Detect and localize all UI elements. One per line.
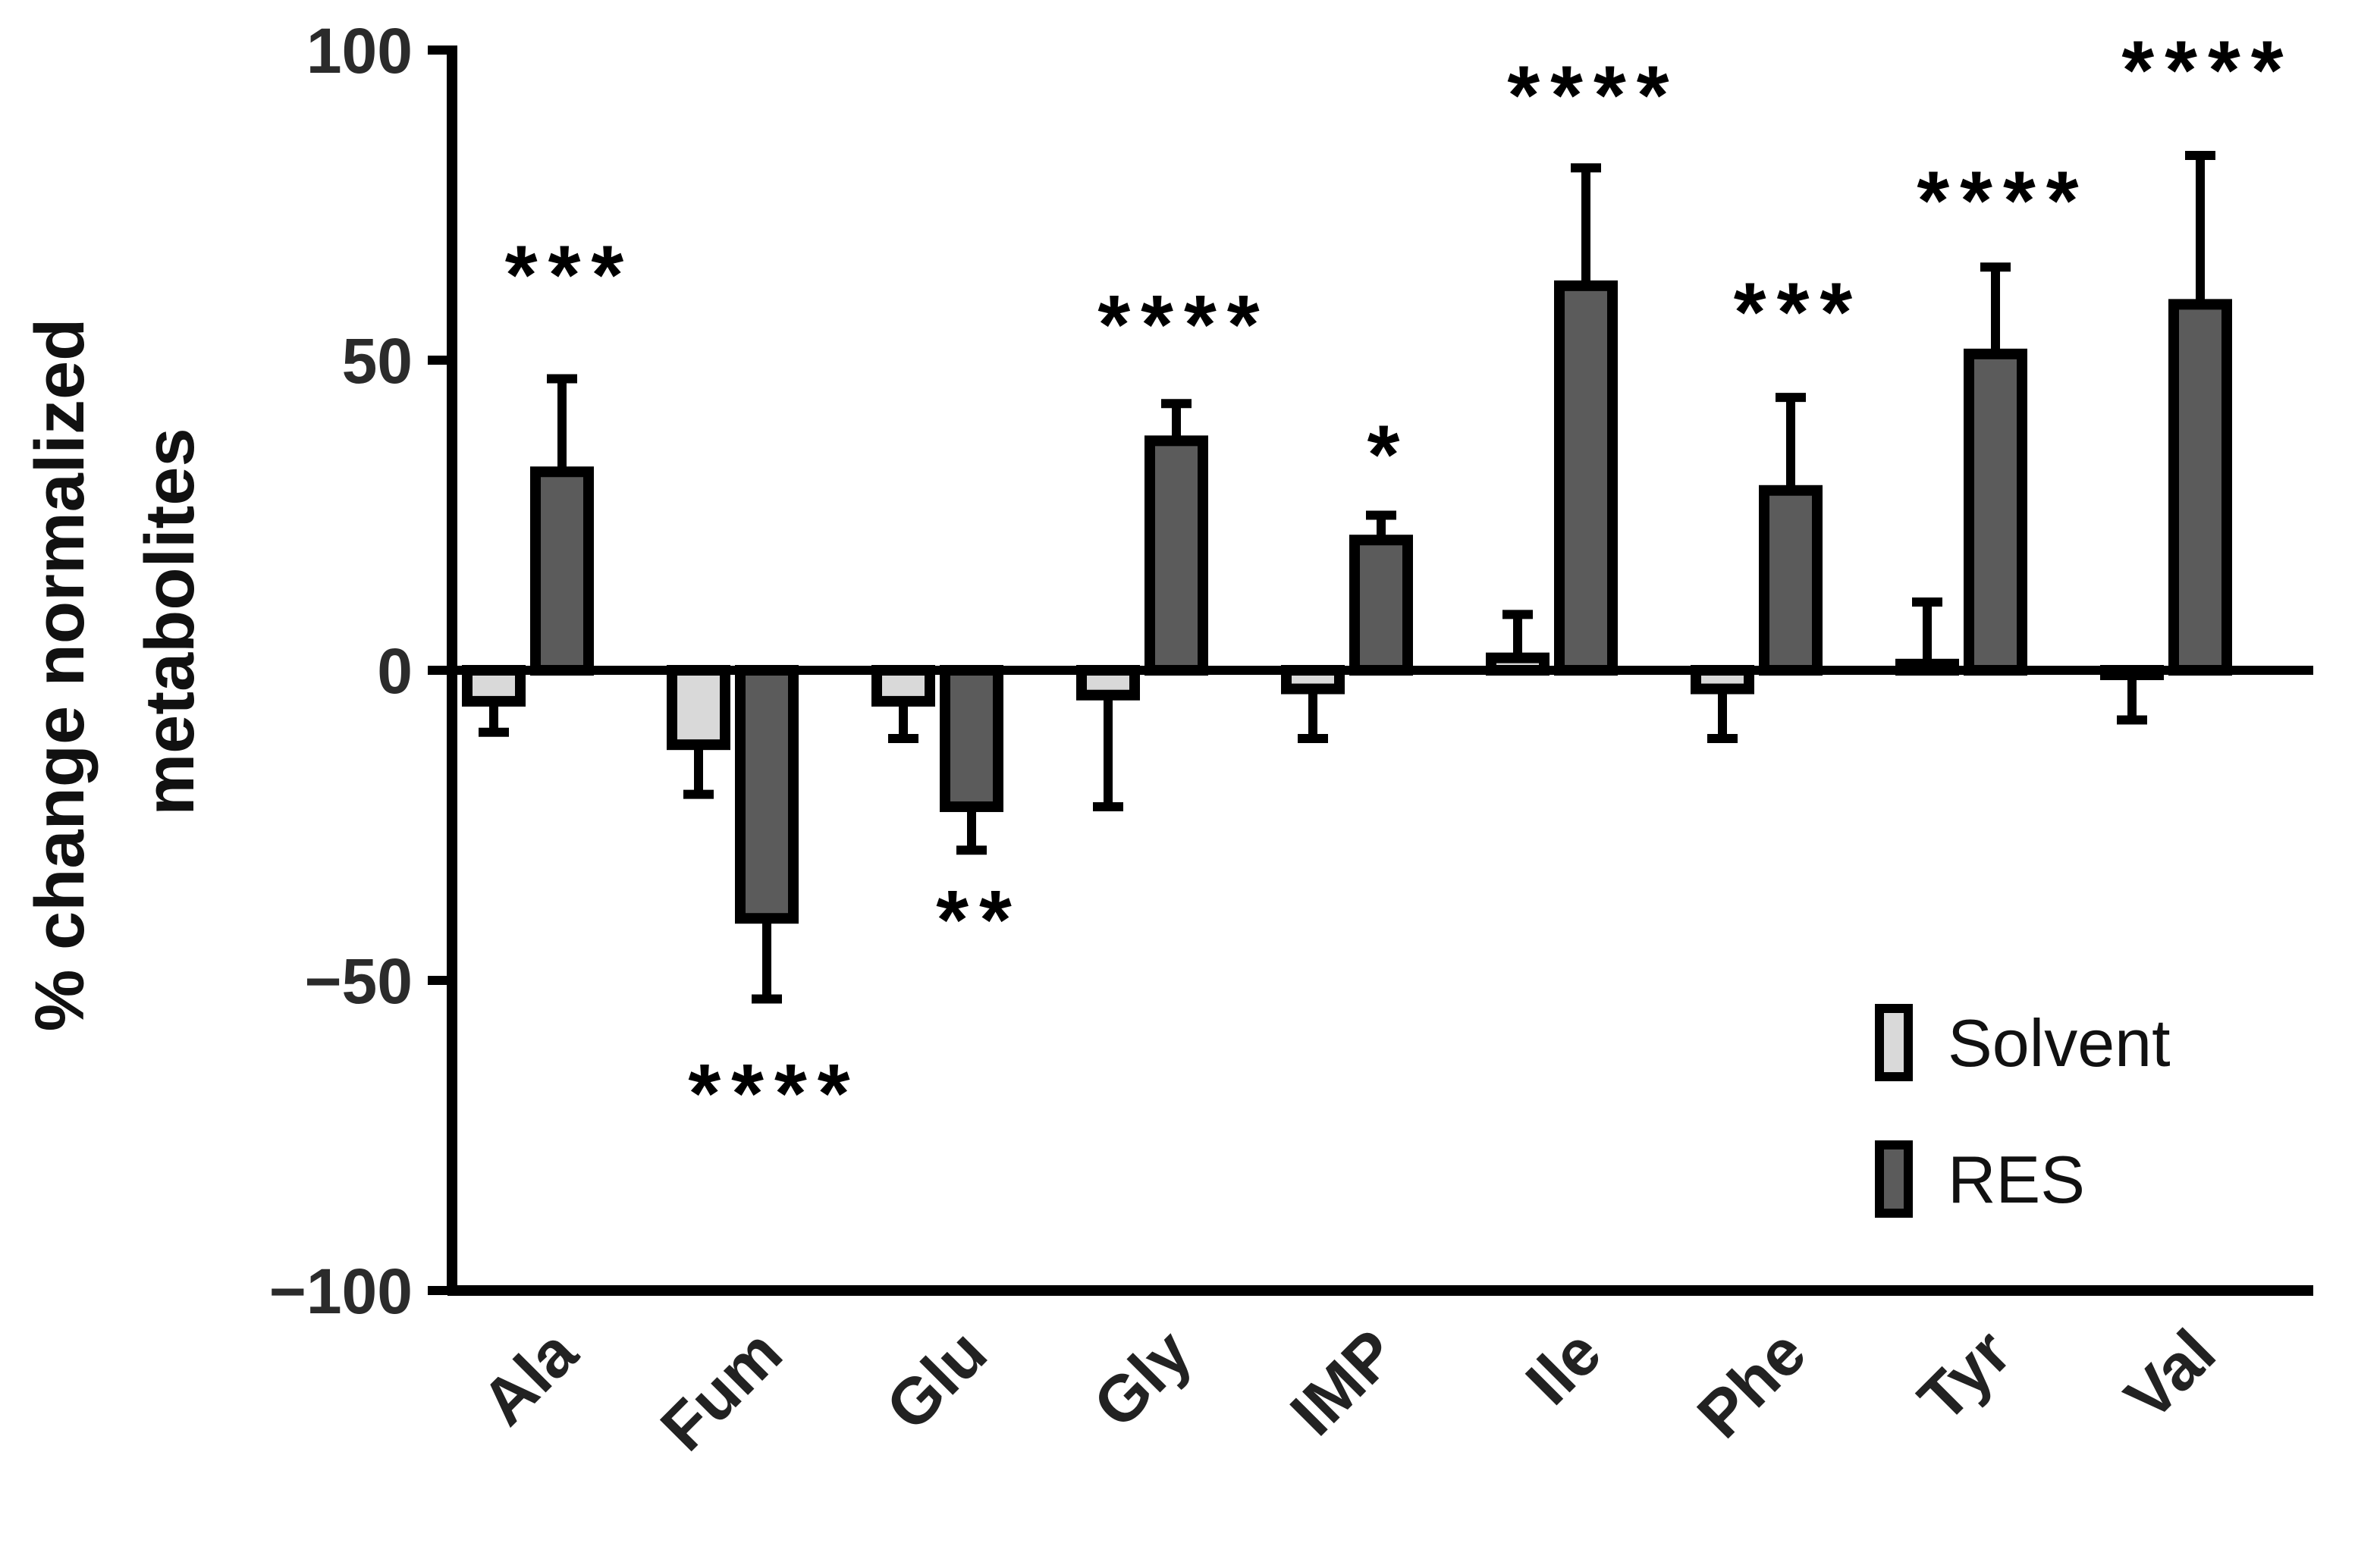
bar-solvent-fum: [667, 665, 730, 751]
y-axis-title-line-1: % change normalized: [21, 318, 99, 1032]
bar-res-glu: [940, 665, 1003, 812]
y-tick-label: 100: [306, 15, 413, 86]
bar-res-ala: [530, 466, 594, 676]
x-label-ala: Ala: [468, 1316, 592, 1439]
significance-val: ****: [2121, 24, 2294, 118]
significance-phe: ***: [1734, 266, 1863, 359]
significance-markers: *****************************: [505, 24, 2294, 1141]
y-axis-title: % change normalized metabolites: [21, 318, 209, 1032]
x-label-gly: Gly: [1080, 1316, 1206, 1441]
x-label-tyr: Tyr: [1904, 1316, 2024, 1436]
legend-swatch-solvent: [1875, 1004, 1913, 1081]
bar-res-ile: [1554, 280, 1618, 676]
x-label-glu: Glu: [872, 1316, 1000, 1444]
bar-solvent-ala: [462, 665, 526, 707]
bars: [462, 151, 2232, 1004]
y-tick-label: −50: [305, 946, 413, 1017]
bar-res-imp: [1349, 535, 1413, 676]
bar-res-fum: [735, 665, 799, 924]
significance-ile: ****: [1507, 49, 1679, 142]
y-axis-ticks: 100 50 0 −50 −100: [269, 15, 452, 1327]
y-tick-label: 50: [342, 325, 413, 397]
bar-res-phe: [1759, 485, 1823, 676]
bar-solvent-glu: [871, 665, 935, 707]
x-axis-labels: Ala Fum Glu Gly IMP Ile Phe Tyr Val: [468, 1316, 2230, 1465]
x-label-phe: Phe: [1684, 1316, 1820, 1452]
x-label-fum: Fum: [647, 1316, 796, 1465]
x-label-imp: IMP: [1276, 1316, 1410, 1450]
legend-label-res: RES: [1948, 1142, 2085, 1217]
y-tick-label: 0: [377, 635, 413, 707]
significance-tyr: ****: [1917, 154, 2089, 247]
y-tick-label: −100: [269, 1256, 413, 1327]
significance-gly: ****: [1097, 278, 1270, 372]
legend: Solvent RES: [1875, 1004, 2171, 1218]
y-axis-title-line-2: metabolites: [131, 428, 209, 815]
significance-ala: ***: [505, 228, 634, 321]
significance-fum: ****: [688, 1047, 860, 1140]
legend-swatch-res: [1875, 1140, 1913, 1218]
bar-res-gly: [1144, 435, 1208, 676]
significance-imp: *: [1367, 409, 1411, 502]
bar-res-tyr: [1964, 348, 2027, 676]
significance-glu: **: [936, 873, 1022, 967]
x-label-val: Val: [2112, 1316, 2230, 1435]
bar-res-val: [2168, 299, 2232, 676]
x-label-ile: Ile: [1512, 1316, 1615, 1419]
axes: [447, 45, 2313, 1296]
legend-label-solvent: Solvent: [1948, 1005, 2171, 1080]
